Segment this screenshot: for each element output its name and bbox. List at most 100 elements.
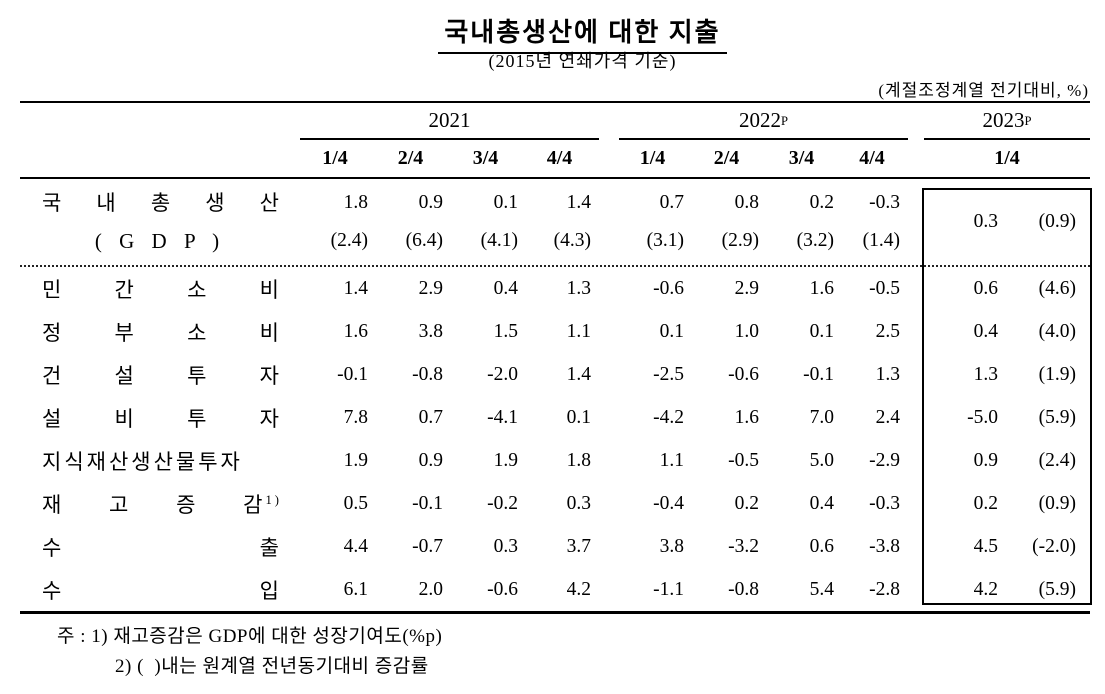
table-cell: -0.6 [653,277,684,299]
table-cell: 6.1 [343,578,368,600]
cell-value: 1.8 [343,192,368,213]
table-cell: -3.8 [869,535,900,557]
table-cell: 0.4 [809,492,834,514]
cell-paren: (2.9) [721,230,759,251]
cell-paren: (1.4) [862,230,900,251]
table-cell: 1.4 [566,363,591,385]
table-cell-2023-paren: (2.4) [1038,449,1076,471]
table-cell: 1.3 [566,277,591,299]
unit-note: (계절조정계열 전기대비, %) [878,81,1089,100]
table-cell: -0.3 [869,492,900,514]
table-cell: -0.2 [487,492,518,514]
quarter-header: 2/4 [397,147,424,169]
row-label-text: 지식재산생산물투자 [42,449,243,474]
table-cell: -0.1 [337,363,368,385]
row-label-line2: ( G D P ) [94,229,226,253]
cell-paren: (4.1) [480,230,518,251]
row-label: 민 간 소 비 [20,274,300,304]
table-cell-2023-value: -5.0 [967,406,998,428]
table-cell: 1.8 (2.4) [300,184,376,260]
cell-value: 0.2 [809,192,834,213]
table-cell: -3.2 [728,535,759,557]
title-block: 국내총생산에 대한 지출 [60,12,1105,54]
table-cell: 5.4 [809,578,834,600]
table-cell: 3.7 [566,535,591,557]
table-cell: 1.3 [875,363,900,385]
table-cell: -0.8 [728,578,759,600]
quarter-header-row: 1/4 2/4 3/4 4/4 1/4 2/4 3/4 4/4 1/4 [20,140,1090,179]
table-cell: 1.8 [566,449,591,471]
year-header-2023: 2023 P [924,103,1090,140]
table-cell: -0.6 [487,578,518,600]
table-cell: 2.9 [418,277,443,299]
cell-paren: (3.1) [646,230,684,251]
gdp-expenditure-table: 2021 2022 P 2023 P 1/4 2/4 3/4 4/4 1/4 2/4… [20,101,1092,614]
quarter-header: 2/4 [713,147,740,169]
table-cell: 0.1 [566,406,591,428]
row-label-cell: 국 내 총 생 산 ( G D P ) [20,179,300,265]
table-row: 민 간 소 비 1.4 2.9 0.4 1.3 -0.6 2.9 1.6 -0.… [20,267,1090,310]
table-cell-2023-paren: (0.9) [1038,211,1076,232]
quarter-header: 1/4 [322,147,348,169]
table-cell: 0.1 [809,320,834,342]
year-label: 2021 [428,108,471,132]
table-body: 국 내 총 생 산 ( G D P ) 1.8 (2.4) 0.9 (6.4) 0.… [20,179,1090,614]
row-label-text: 설 비 투 자 [42,406,282,431]
row-label: 설 비 투 자 [20,403,300,433]
table-cell-2023-value: 4.5 [973,535,998,557]
table-cell: 5.0 [809,449,834,471]
table-cell-2023-value: 0.4 [973,320,998,342]
quarter-header: 3/4 [788,147,815,169]
table-cell: 0.1 (4.1) [451,184,526,260]
row-label: 수 출 [20,532,300,562]
table-cell: 1.4 (4.3) [526,184,599,260]
table-cell: 0.1 [659,320,684,342]
row-label: 국 내 총 생 산 [42,191,282,215]
year-header-2022: 2022 P [619,103,908,140]
row-label-sup: 1) [265,492,282,507]
table-cell-2023-paren: (0.9) [1038,492,1076,514]
cell-paren: (2.4) [330,230,368,251]
table-cell: 1.5 [493,320,518,342]
table-row: 건 설 투 자 -0.1 -0.8 -2.0 1.4 -2.5 -0.6 -0.… [20,353,1090,396]
table-cell: 1.6 [734,406,759,428]
table-cell: 2.0 [418,578,443,600]
table-cell: 1.1 [659,449,684,471]
row-label-text: 수 출 [42,535,282,560]
table-cell: -0.3 (1.4) [842,184,908,260]
table-cell: 1.4 [343,277,368,299]
row-label: 수 입 [20,575,300,605]
quarter-header: 1/4 [639,147,666,169]
row-label: 재 고 증 감1) [20,489,300,519]
table-cell-2023-paren: (4.6) [1038,277,1076,299]
table-row: 설 비 투 자 7.8 0.7 -4.1 0.1 -4.2 1.6 7.0 2.… [20,396,1090,439]
table-cell-2023-value: 0.3 [973,211,998,232]
table-cell: -2.5 [653,363,684,385]
table-cell: -0.5 [728,449,759,471]
table-cell: 0.2 (3.2) [767,184,842,260]
year-label: 2022 [738,108,781,132]
quarter-header: 4/4 [859,147,885,169]
row-label-text: 재 고 증 감 [42,492,266,517]
table-cell-2023-paren: (4.0) [1038,320,1076,342]
table-cell: 0.7 [418,406,443,428]
quarter-header: 1/4 [994,147,1020,169]
table-cell: 1.9 [493,449,518,471]
quarter-header: 3/4 [472,147,499,169]
table-cell-2023-paren: (5.9) [1038,406,1076,428]
table-cell: -0.6 [728,363,759,385]
table-cell: -0.4 [653,492,684,514]
table-cell-2023-paren: (-2.0) [1032,535,1076,557]
page-subtitle: (2015년 연쇄가격 기준) [488,51,677,71]
cell-paren: (4.3) [553,230,591,251]
table-row: 정 부 소 비 1.6 3.8 1.5 1.1 0.1 1.0 0.1 2.5 … [20,310,1090,353]
table-cell-2023-value: 1.3 [973,363,998,385]
table-cell: 0.2 [734,492,759,514]
table-cell: 7.0 [809,406,834,428]
page-title: 국내총생산에 대한 지출 [438,12,727,54]
table-cell: 1.9 [343,449,368,471]
table-cell: -0.1 [412,492,443,514]
footnote-1: 주 : 1) 재고증감은 GDP에 대한 성장기여도(%p) [57,626,443,647]
year-header-row: 2021 2022 P 2023 P [20,101,1090,140]
year-header-2021: 2021 [300,103,599,140]
